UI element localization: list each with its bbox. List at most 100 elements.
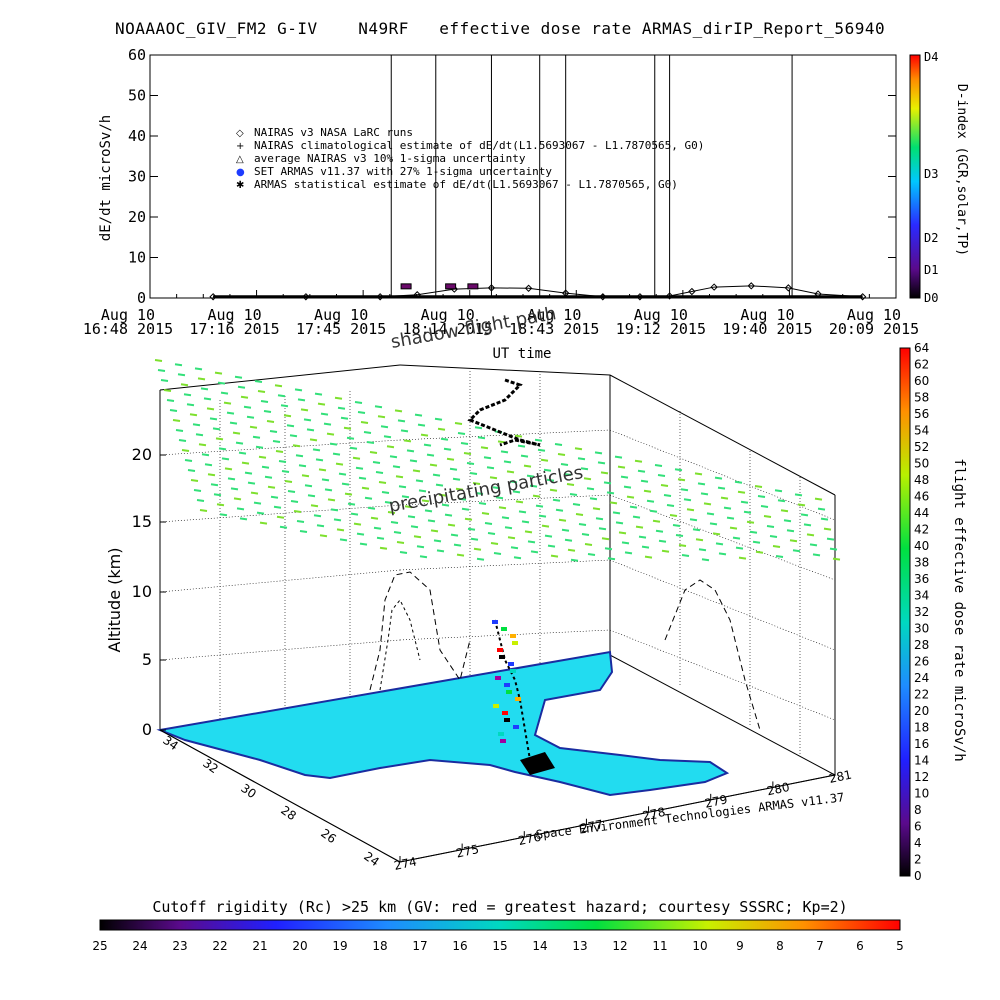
particle-mark xyxy=(715,542,724,546)
nairas-series-line xyxy=(213,285,863,298)
particle-mark xyxy=(495,496,504,500)
particle-mark xyxy=(581,533,590,536)
particle-mark xyxy=(507,536,516,540)
particle-mark xyxy=(752,540,761,544)
particle-mark xyxy=(372,461,381,464)
cutoff-tick-label: 12 xyxy=(612,939,627,953)
particle-mark xyxy=(424,509,433,513)
particle-mark xyxy=(637,469,646,473)
particle-mark xyxy=(250,491,259,495)
particle-mark xyxy=(375,471,384,474)
particle-mark xyxy=(629,505,638,509)
particle-mark xyxy=(278,460,287,463)
cutoff-colorbar-title: Cutoff rigidity (Rc) >25 km (GV: red = g… xyxy=(152,898,847,916)
particle-mark xyxy=(367,506,376,510)
particle-mark xyxy=(324,488,333,492)
particle-mark xyxy=(686,508,695,512)
dose-tick-label: 30 xyxy=(914,622,929,636)
particle-mark xyxy=(286,424,295,428)
particle-mark xyxy=(675,534,684,537)
particle-mark xyxy=(392,465,401,469)
dose-colorbar-label: flight effective dose rate microSv/h xyxy=(951,458,967,761)
particle-mark xyxy=(419,555,428,559)
particle-mark xyxy=(407,515,416,519)
particle-mark xyxy=(186,403,195,407)
particle-mark xyxy=(493,552,502,555)
nairas-point xyxy=(747,282,755,290)
particle-mark xyxy=(700,492,709,496)
grid-line xyxy=(609,559,836,651)
particle-mark xyxy=(826,537,835,541)
particle-mark xyxy=(521,520,530,524)
particle-mark xyxy=(297,398,306,402)
particle-mark xyxy=(356,532,365,536)
particle-mark xyxy=(735,546,744,550)
particle-mark xyxy=(326,432,335,436)
particle-mark xyxy=(823,527,832,531)
particle-mark xyxy=(207,473,216,477)
particle-mark xyxy=(257,390,266,393)
particle-mark xyxy=(476,557,485,561)
cutoff-tick-label: 24 xyxy=(132,939,147,953)
particle-mark xyxy=(706,512,715,516)
particle-mark xyxy=(555,508,564,512)
particle-mark xyxy=(601,537,610,541)
particle-mark xyxy=(237,385,246,389)
particle-mark xyxy=(406,449,415,453)
particle-mark xyxy=(212,427,221,431)
particle-mark xyxy=(498,506,507,510)
nairas-point xyxy=(710,283,718,291)
legend-label: SET ARMAS v11.37 with 27% 1-sigma uncert… xyxy=(254,165,552,178)
particle-mark xyxy=(520,454,529,458)
lat-tick-label: 26 xyxy=(318,826,339,846)
particle-mark xyxy=(184,459,193,462)
particle-mark xyxy=(317,402,326,406)
particle-mark xyxy=(403,439,412,443)
particle-mark xyxy=(157,369,166,372)
particle-mark xyxy=(230,487,239,491)
armas-dose-point xyxy=(515,697,521,701)
particle-mark xyxy=(677,478,686,482)
particle-mark xyxy=(446,457,455,461)
particle-mark xyxy=(379,546,388,550)
particle-mark xyxy=(718,552,727,556)
particle-mark xyxy=(623,485,632,489)
particle-mark xyxy=(709,522,718,526)
particle-mark xyxy=(583,477,592,481)
particle-mark xyxy=(458,497,467,501)
dose-tick-label: 54 xyxy=(914,424,929,438)
particle-mark xyxy=(267,485,276,489)
armas-dose-point xyxy=(502,711,508,715)
particle-mark xyxy=(203,397,212,401)
x-tick-label-time: 18:43 2015 xyxy=(509,320,599,338)
particle-mark xyxy=(339,538,348,542)
particle-mark xyxy=(575,513,584,516)
particle-mark xyxy=(772,545,781,548)
particle-mark xyxy=(517,444,526,448)
dose-tick-label: 62 xyxy=(914,358,929,372)
particle-mark xyxy=(399,551,408,554)
top-y-label: dE/dt microSv/h xyxy=(98,115,114,241)
grid-line xyxy=(159,569,401,593)
particle-mark xyxy=(198,443,207,447)
particle-mark xyxy=(430,529,439,533)
particle-mark xyxy=(347,502,356,506)
particle-mark xyxy=(456,553,465,557)
particle-mark xyxy=(374,405,383,409)
cutoff-tick-label: 18 xyxy=(372,939,387,953)
particle-mark xyxy=(343,426,352,430)
particle-mark xyxy=(218,447,227,451)
particle-mark xyxy=(480,446,489,450)
particle-mark xyxy=(786,529,795,533)
particle-mark xyxy=(215,437,224,441)
dose-tick-label: 18 xyxy=(914,721,929,735)
particle-mark xyxy=(204,463,213,467)
particle-mark xyxy=(638,535,647,539)
dose-tick-label: 8 xyxy=(914,803,922,817)
particle-mark xyxy=(643,489,652,493)
particle-mark xyxy=(472,482,481,485)
particle-mark xyxy=(812,553,821,557)
particle-mark xyxy=(232,431,241,435)
particle-mark xyxy=(426,453,435,457)
altitude-label: Altitude (km) xyxy=(105,548,124,653)
